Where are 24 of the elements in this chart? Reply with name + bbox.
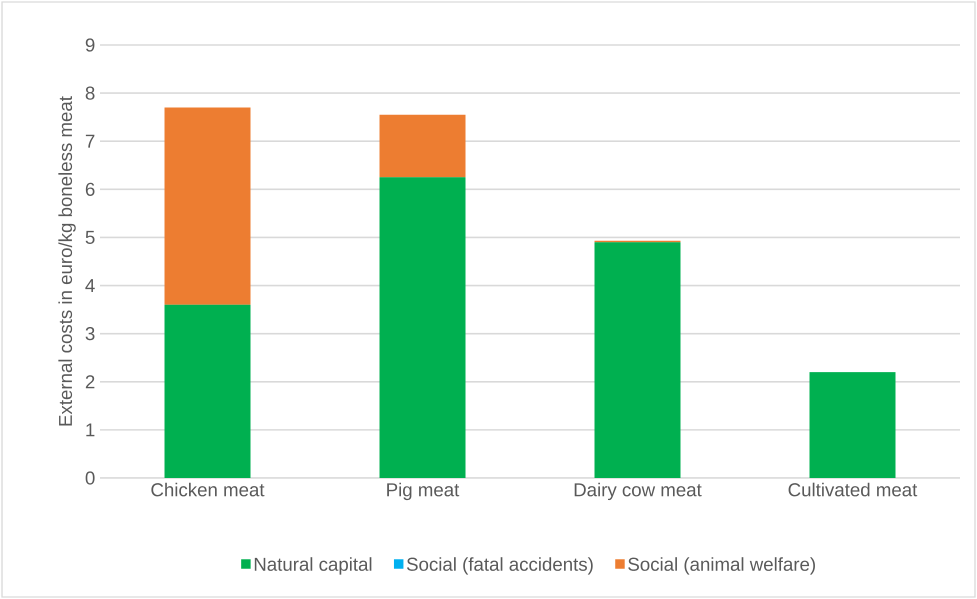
x-tick-label: Pig meat bbox=[387, 482, 460, 500]
y-tick-label: 1 bbox=[86, 423, 94, 436]
y-tick-label: 8 bbox=[86, 86, 94, 100]
bar bbox=[164, 304, 251, 478]
y-tick-label: 4 bbox=[85, 279, 95, 292]
y-tick-label: 3 bbox=[86, 327, 94, 340]
bar bbox=[594, 242, 681, 478]
y-tick-label: 9 bbox=[86, 38, 94, 52]
x-tick-label: Dairy cow meat bbox=[574, 482, 702, 500]
y-tick-label: 5 bbox=[86, 230, 95, 244]
bar bbox=[380, 114, 466, 178]
y-tick-label: 0 bbox=[86, 471, 95, 485]
bar bbox=[380, 177, 466, 478]
y-tick-label: 7 bbox=[86, 134, 94, 148]
y-tick-label: 2 bbox=[86, 375, 94, 388]
x-tick-label: Cultivated meat bbox=[788, 482, 918, 496]
y-axis-title: External costs in euro/kg boneless meat bbox=[58, 96, 76, 426]
legend-label: Social (animal welfare) bbox=[628, 557, 815, 575]
bar bbox=[810, 372, 896, 478]
y-tick-label: 6 bbox=[86, 182, 94, 196]
bar bbox=[164, 108, 251, 305]
legend-label: Social (fatal accidents) bbox=[406, 557, 593, 575]
x-tick-label: Chicken meat bbox=[151, 482, 264, 496]
legend-label: Natural capital bbox=[254, 557, 372, 575]
